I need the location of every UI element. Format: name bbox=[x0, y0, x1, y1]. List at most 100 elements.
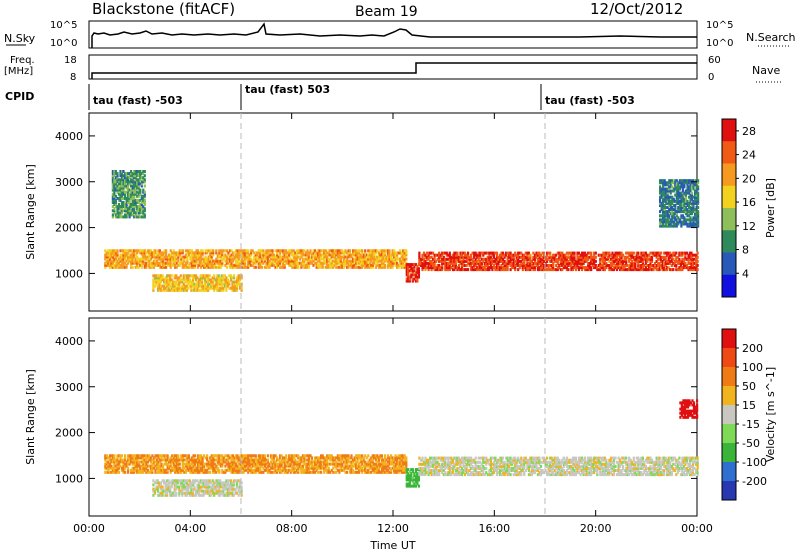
echo-cell bbox=[213, 265, 216, 269]
echo-cell bbox=[435, 266, 438, 270]
echo-cell bbox=[615, 253, 619, 257]
echo-cell bbox=[393, 261, 396, 265]
echo-cell bbox=[178, 261, 181, 265]
echo-cell bbox=[597, 268, 600, 272]
echo-cell bbox=[306, 462, 309, 466]
echo-cell bbox=[176, 286, 179, 290]
echo-cell bbox=[497, 255, 500, 259]
echo-cell bbox=[204, 249, 207, 253]
echo-cell bbox=[448, 257, 451, 261]
echo-cell bbox=[104, 249, 107, 253]
echo-cell bbox=[686, 181, 689, 185]
echo-cell bbox=[131, 178, 134, 182]
echo-cell bbox=[122, 255, 125, 259]
echo-cell bbox=[133, 194, 136, 198]
echo-cell bbox=[266, 251, 269, 255]
echo-cell bbox=[137, 468, 140, 472]
echo-cell bbox=[244, 251, 247, 255]
echo-cell bbox=[370, 257, 373, 261]
echo-cell bbox=[128, 207, 131, 211]
echo-cell bbox=[320, 460, 323, 464]
echo-cell bbox=[215, 249, 218, 253]
echo-cell bbox=[259, 460, 262, 464]
echo-cell bbox=[524, 264, 527, 267]
echo-cell bbox=[480, 266, 483, 270]
echo-cell bbox=[218, 458, 221, 462]
echo-cell bbox=[262, 253, 265, 257]
echo-cell bbox=[532, 264, 535, 267]
echo-cell bbox=[300, 263, 303, 267]
echo-cell bbox=[230, 456, 233, 460]
echo-cell bbox=[241, 470, 244, 474]
echo-cell bbox=[173, 274, 176, 278]
echo-cell bbox=[221, 470, 224, 474]
echo-cell bbox=[119, 196, 122, 200]
echo-cell bbox=[659, 222, 662, 226]
echo-cell bbox=[170, 282, 173, 286]
echo-cell bbox=[206, 257, 209, 261]
echo-cell bbox=[697, 187, 700, 191]
echo-cell bbox=[265, 249, 268, 253]
echo-cell bbox=[692, 199, 695, 203]
echo-cell bbox=[683, 185, 686, 189]
echo-cell bbox=[238, 263, 241, 267]
echo-cell bbox=[367, 255, 370, 259]
echo-cell bbox=[344, 261, 347, 265]
echo-cell bbox=[137, 174, 140, 178]
echo-cell bbox=[222, 460, 225, 464]
echo-cell bbox=[201, 288, 204, 292]
echo-cell bbox=[247, 249, 250, 253]
echo-cell bbox=[288, 249, 291, 253]
echo-cell bbox=[626, 264, 629, 267]
echo-cell bbox=[564, 253, 567, 257]
echo-cell bbox=[657, 264, 660, 267]
echo-cell bbox=[608, 253, 611, 257]
echo-cell bbox=[134, 170, 137, 173]
echo-cell bbox=[637, 268, 640, 272]
echo-cell bbox=[228, 280, 231, 284]
echo-cell bbox=[377, 255, 380, 259]
echo-cell bbox=[538, 253, 541, 257]
echo-cell bbox=[416, 277, 419, 281]
echo-cell bbox=[573, 264, 576, 267]
echo-cell bbox=[480, 261, 483, 265]
echo-cell bbox=[662, 183, 665, 187]
echo-cell bbox=[289, 470, 292, 474]
echo-cell bbox=[501, 268, 505, 272]
echo-cell bbox=[162, 259, 165, 263]
echo-cell bbox=[108, 249, 111, 253]
echo-cell bbox=[543, 266, 546, 270]
echo-cell bbox=[201, 274, 204, 278]
echo-cell bbox=[166, 468, 169, 472]
echo-cell bbox=[157, 454, 160, 458]
echo-cell bbox=[492, 266, 495, 270]
echo-cell bbox=[620, 253, 623, 257]
echo-cell bbox=[491, 257, 494, 261]
echo-cell bbox=[168, 259, 171, 263]
echo-cell bbox=[318, 466, 321, 470]
echo-cell bbox=[661, 261, 664, 265]
echo-cell bbox=[520, 261, 523, 265]
echo-cell bbox=[564, 264, 567, 267]
echo-cell bbox=[134, 265, 137, 269]
echo-cell bbox=[386, 253, 390, 257]
echo-cell bbox=[312, 251, 315, 255]
echo-cell bbox=[136, 261, 139, 265]
echo-cell bbox=[232, 284, 236, 288]
echo-cell bbox=[347, 259, 350, 263]
echo-cell bbox=[675, 191, 678, 195]
echo-cell bbox=[688, 253, 692, 257]
echo-cell bbox=[591, 259, 594, 263]
echo-cell bbox=[160, 261, 163, 265]
echo-cell bbox=[142, 211, 145, 215]
echo-cell bbox=[568, 257, 571, 261]
echo-cell bbox=[664, 259, 667, 263]
echo-cell bbox=[128, 172, 131, 176]
echo-cell bbox=[117, 213, 121, 217]
echo-cell bbox=[136, 456, 139, 460]
echo-cell bbox=[681, 189, 684, 193]
echo-cell bbox=[518, 259, 521, 263]
echo-cell bbox=[175, 288, 178, 292]
echo-cell bbox=[209, 456, 212, 460]
echo-cell bbox=[675, 193, 678, 197]
